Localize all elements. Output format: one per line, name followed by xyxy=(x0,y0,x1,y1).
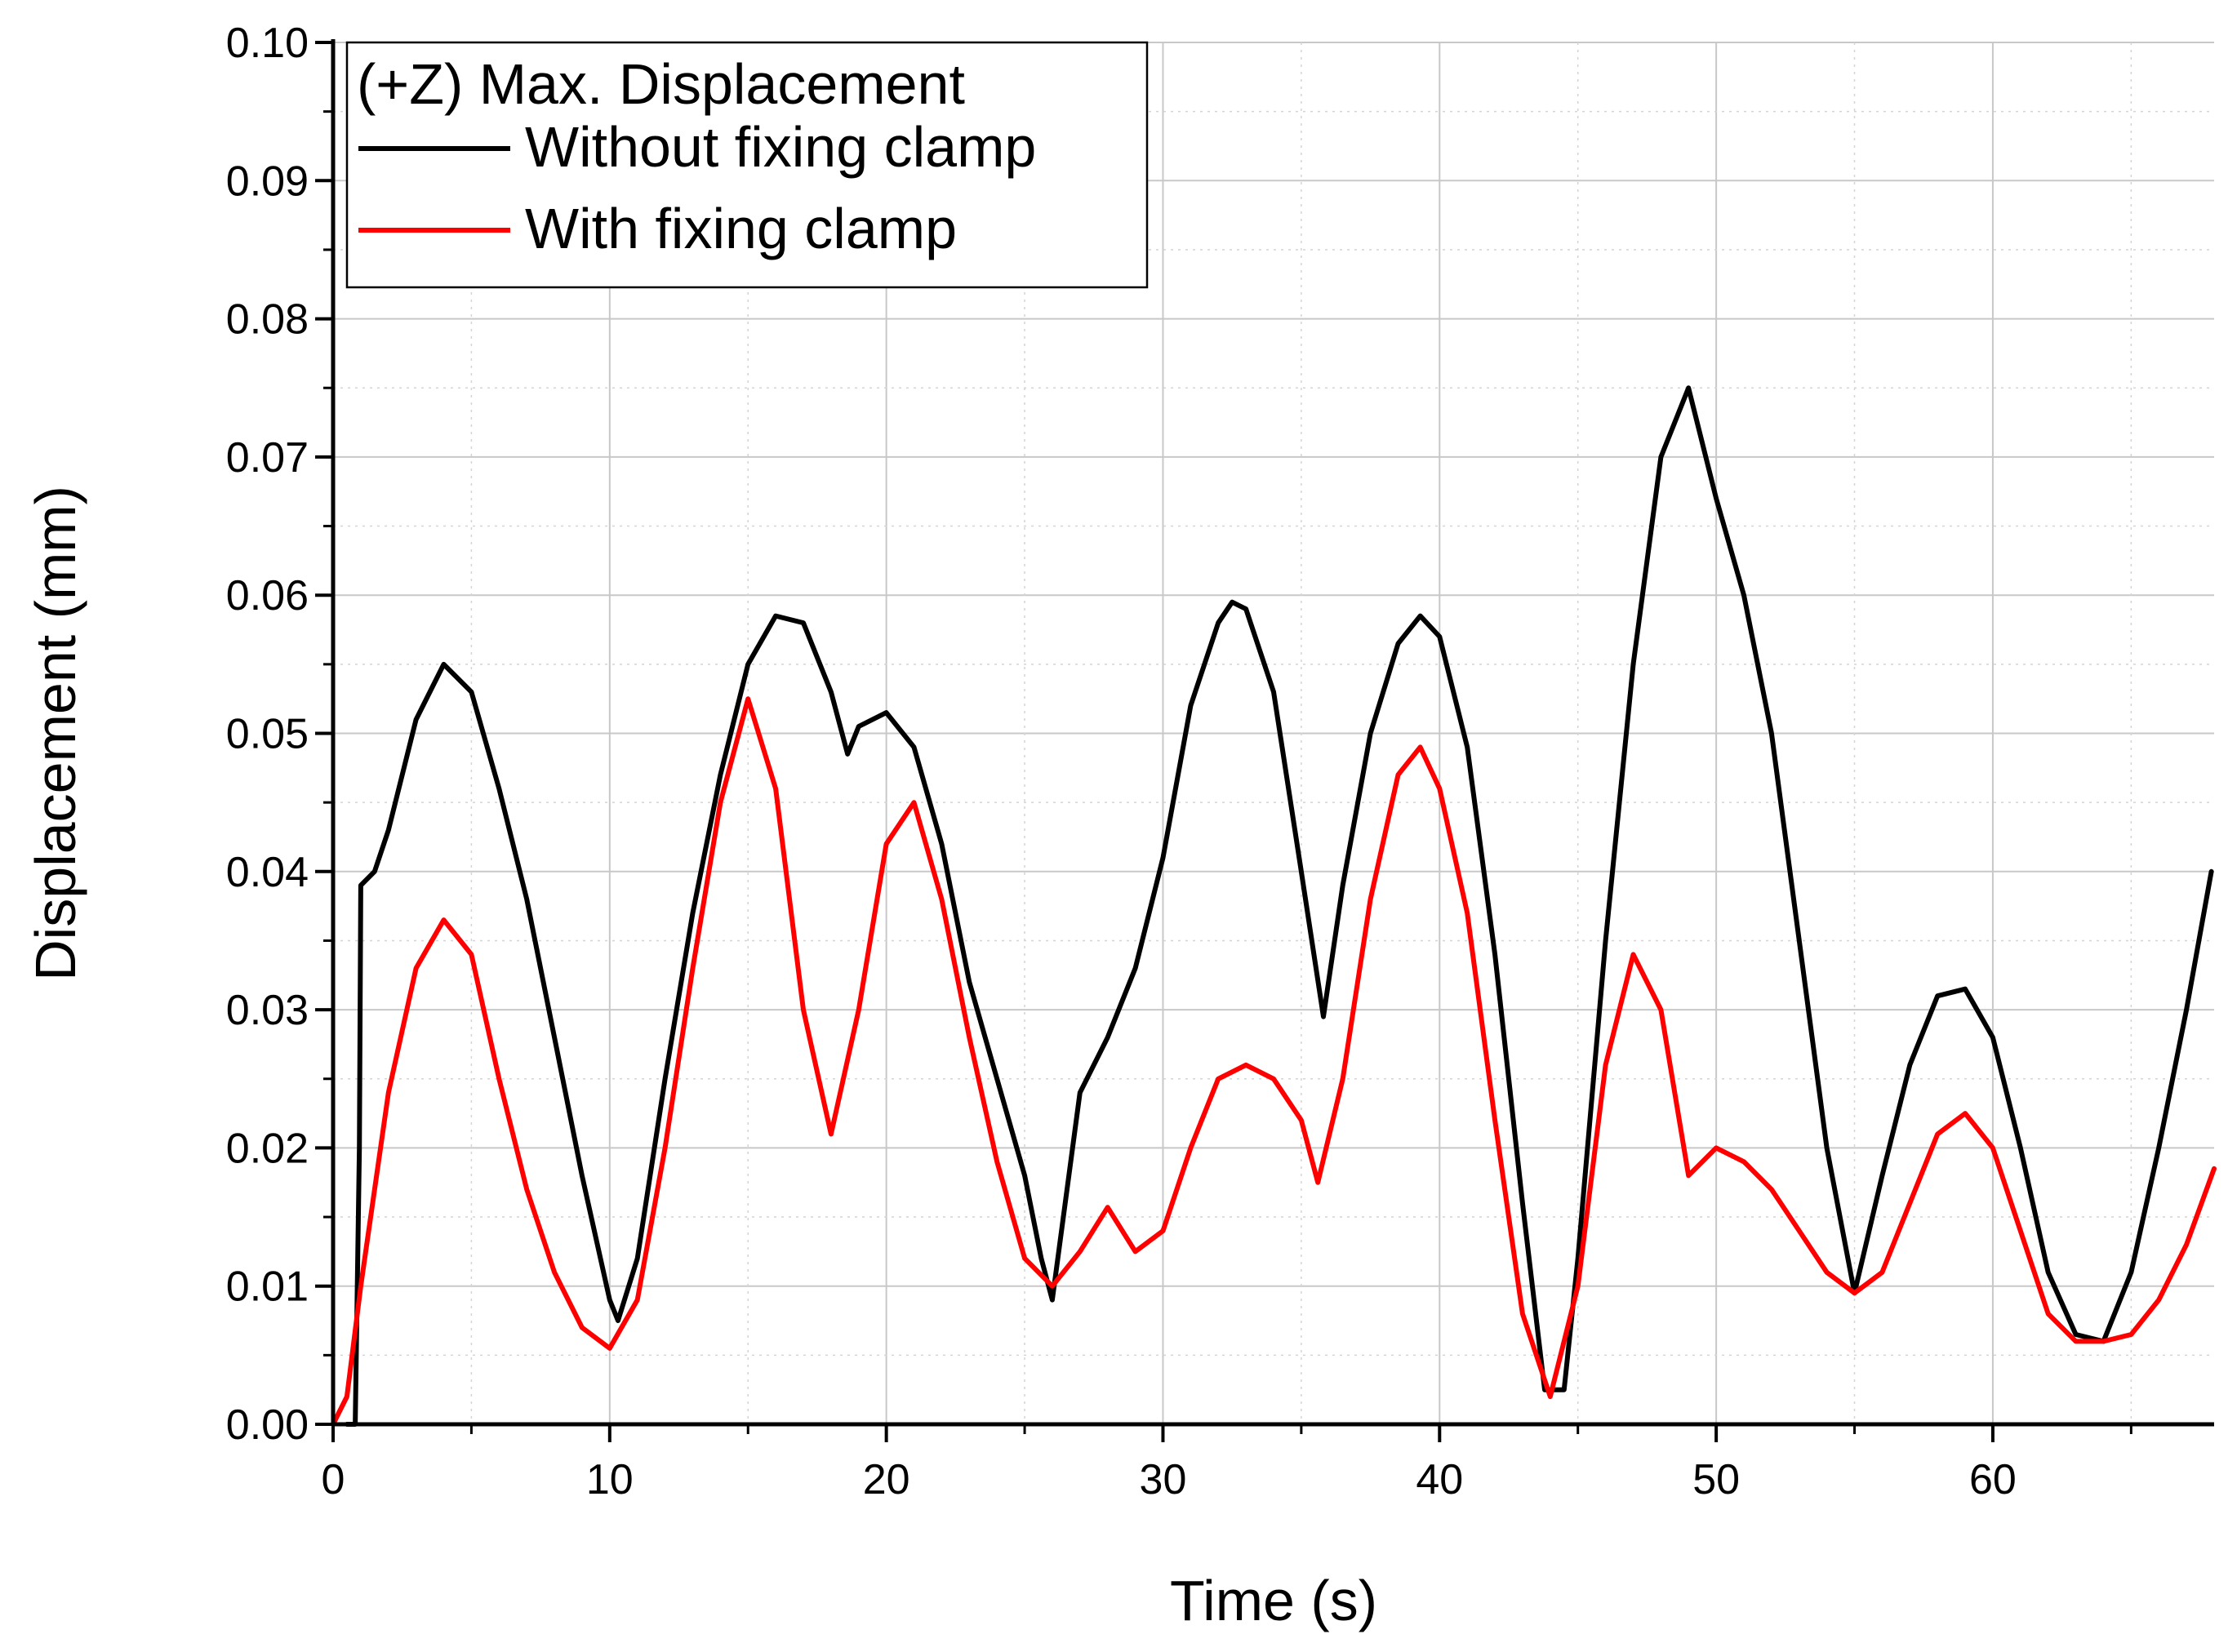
y-tick-label: 0.09 xyxy=(226,158,309,205)
legend-label-with-clamp: With fixing clamp xyxy=(525,197,957,260)
y-tick-label: 0.06 xyxy=(226,572,309,620)
y-tick-label: 0.00 xyxy=(226,1401,309,1449)
y-tick-label: 0.02 xyxy=(226,1125,309,1172)
legend: (+Z) Max. Displacement Without fixing cl… xyxy=(345,41,1149,289)
x-tick-label: 20 xyxy=(863,1456,910,1503)
y-tick-label: 0.04 xyxy=(226,849,309,896)
legend-title: (+Z) Max. Displacement xyxy=(357,52,965,116)
x-tick-label: 10 xyxy=(586,1456,634,1503)
y-tick-label: 0.10 xyxy=(226,20,309,67)
x-tick-label: 60 xyxy=(1969,1456,2017,1503)
x-axis-title: Time (s) xyxy=(1170,1569,1377,1632)
y-tick-label: 0.01 xyxy=(226,1263,309,1311)
x-tick-label: 30 xyxy=(1140,1456,1187,1503)
series-line-with-clamp xyxy=(331,696,2217,1427)
y-tick-label: 0.05 xyxy=(226,711,309,758)
x-tick-label: 40 xyxy=(1416,1456,1463,1503)
y-tick-label: 0.08 xyxy=(226,296,309,344)
legend-box xyxy=(345,41,1149,289)
series-group xyxy=(331,385,2217,1427)
series-line-without-clamp xyxy=(344,385,2214,1427)
y-axis-title: Displacement (mm) xyxy=(24,486,87,981)
x-tick-label: 0 xyxy=(322,1456,345,1503)
legend-label-without-clamp: Without fixing clamp xyxy=(525,115,1036,179)
y-tick-label: 0.07 xyxy=(226,434,309,482)
x-tick-label: 50 xyxy=(1692,1456,1740,1503)
y-tick-label: 0.03 xyxy=(226,987,309,1034)
axes: 0.00 0.01 0.02 0.03 0.04 0.05 0.06 0.07 0.08 0.09… xyxy=(226,20,2214,1503)
